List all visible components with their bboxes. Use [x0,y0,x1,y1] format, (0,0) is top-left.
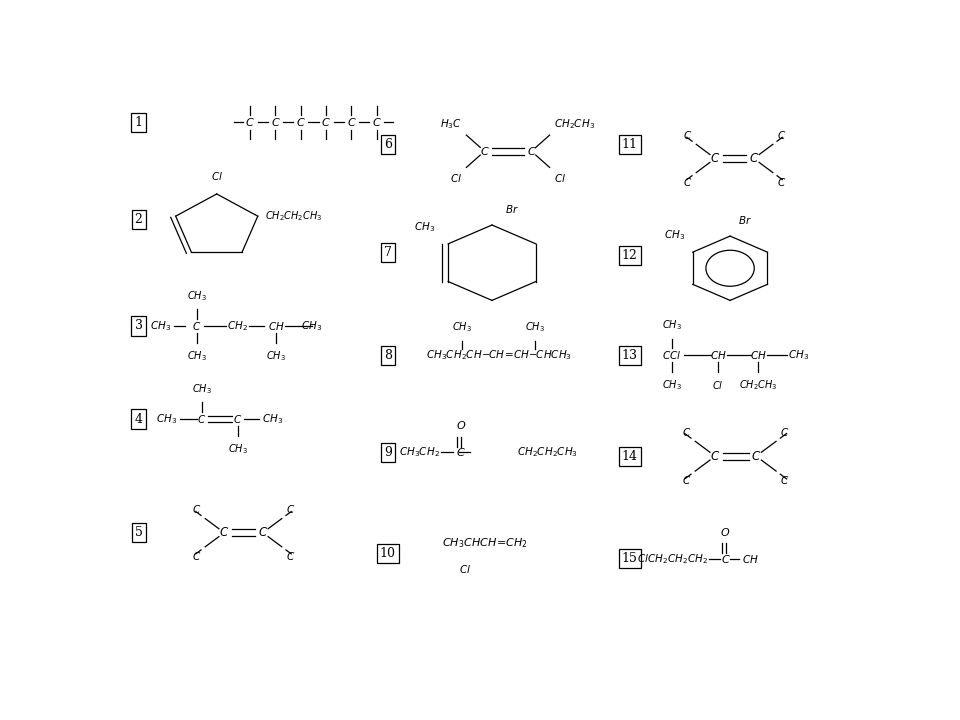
Text: $C$: $C$ [219,526,229,539]
Text: $CH_3$: $CH_3$ [186,289,206,302]
Text: $H_3C$: $H_3C$ [440,117,462,131]
Text: 4: 4 [134,413,143,426]
Text: $C$: $C$ [721,553,731,564]
Text: $CH_3$: $CH_3$ [186,349,206,363]
Text: 9: 9 [384,446,392,459]
Text: $C$: $C$ [780,474,789,486]
Text: 6: 6 [384,138,392,151]
Text: $C$: $C$ [258,526,268,539]
Text: 12: 12 [622,249,637,262]
Text: 14: 14 [622,450,637,463]
Text: $Cl$: $Cl$ [459,563,471,575]
Text: $C$: $C$ [710,152,720,165]
Text: 15: 15 [622,552,637,565]
Text: $C$: $C$ [710,450,720,463]
Text: $Cl$: $Cl$ [210,170,223,181]
Text: $CH_3$: $CH_3$ [788,348,809,362]
Text: $CH_3CHCH\!=\!CH_2$: $CH_3CHCH\!=\!CH_2$ [442,536,528,550]
Text: $CH_3$: $CH_3$ [301,319,323,333]
Text: 3: 3 [134,320,143,333]
Text: $C$: $C$ [192,503,201,516]
Text: $C$: $C$ [322,117,331,128]
Text: 2: 2 [134,213,142,226]
Text: $C$: $C$ [683,129,692,141]
Text: $C$: $C$ [347,117,356,128]
Text: $CH_2CH_2CH_3$: $CH_2CH_2CH_3$ [516,446,578,459]
Text: $C$: $C$ [780,426,789,438]
Text: $Br$: $Br$ [505,203,519,215]
Text: $CH_2CH_2CH_3$: $CH_2CH_2CH_3$ [265,210,323,223]
Text: $CH_3$: $CH_3$ [662,318,682,332]
Text: $Cl$: $Cl$ [554,172,566,184]
Text: $C$: $C$ [197,413,206,425]
Text: $ClCH_2CH_2CH_2$: $ClCH_2CH_2CH_2$ [636,552,708,566]
Text: $C$: $C$ [271,117,280,128]
Text: $C$: $C$ [192,550,201,562]
Text: $C$: $C$ [246,117,255,128]
Text: $O$: $O$ [720,526,731,538]
Text: $C$: $C$ [682,474,691,486]
Text: $CH_3$: $CH_3$ [262,412,283,426]
Text: 11: 11 [622,138,637,151]
Text: 5: 5 [134,526,142,539]
Text: $CH_3$: $CH_3$ [525,320,545,334]
Text: $Cl$: $Cl$ [712,379,724,390]
Text: $C$: $C$ [192,320,202,332]
Text: $C$: $C$ [751,450,761,463]
Text: $C$: $C$ [480,145,490,157]
Text: 13: 13 [622,348,637,361]
Text: $O$: $O$ [456,419,466,431]
Text: $Br$: $Br$ [737,214,752,226]
Text: $CH_2$: $CH_2$ [228,319,248,333]
Text: $C$: $C$ [286,550,295,562]
Text: $C$: $C$ [777,176,786,188]
Text: $CH_2CH_3$: $CH_2CH_3$ [739,379,778,392]
Text: $C$: $C$ [372,117,381,128]
Text: 10: 10 [380,546,396,559]
Text: $CH_3$: $CH_3$ [452,320,472,334]
Text: 8: 8 [384,348,392,361]
Text: 1: 1 [134,116,143,129]
Text: $C$: $C$ [777,129,786,141]
Text: $C$: $C$ [682,426,691,438]
Text: $CH_2CH_3$: $CH_2CH_3$ [554,117,595,131]
Text: $CH_3$: $CH_3$ [664,228,685,242]
Text: $C$: $C$ [456,446,466,459]
Text: $CH$: $CH$ [742,553,758,564]
Text: $CH_3$: $CH_3$ [266,349,286,363]
Text: $CH_3$: $CH_3$ [414,220,435,234]
Text: $C$: $C$ [233,413,242,425]
Text: 7: 7 [384,246,392,259]
Text: $CH$: $CH$ [268,320,284,332]
Text: $CH_3CH_2CH\!-\!\!CH\!=\!CH\!-\!\!CHCH_3$: $CH_3CH_2CH\!-\!\!CH\!=\!CH\!-\!\!CHCH_3… [426,348,572,362]
Text: $CH_3$: $CH_3$ [228,442,248,456]
Text: $CH$: $CH$ [750,349,767,361]
Text: $C$: $C$ [749,152,759,165]
Text: $C$: $C$ [527,145,537,157]
Text: $CCl$: $CCl$ [662,349,682,361]
Text: $CH_3$: $CH_3$ [151,319,172,333]
Text: $CH_3CH_2$: $CH_3CH_2$ [399,446,440,459]
Text: $CH_3$: $CH_3$ [192,382,212,396]
Text: $C$: $C$ [296,117,305,128]
Text: $CH$: $CH$ [709,349,727,361]
Text: $C$: $C$ [286,503,295,516]
Text: $CH_3$: $CH_3$ [156,412,178,426]
Text: $Cl$: $Cl$ [450,172,462,184]
Text: $CH_3$: $CH_3$ [662,379,682,392]
Text: $C$: $C$ [683,176,692,188]
